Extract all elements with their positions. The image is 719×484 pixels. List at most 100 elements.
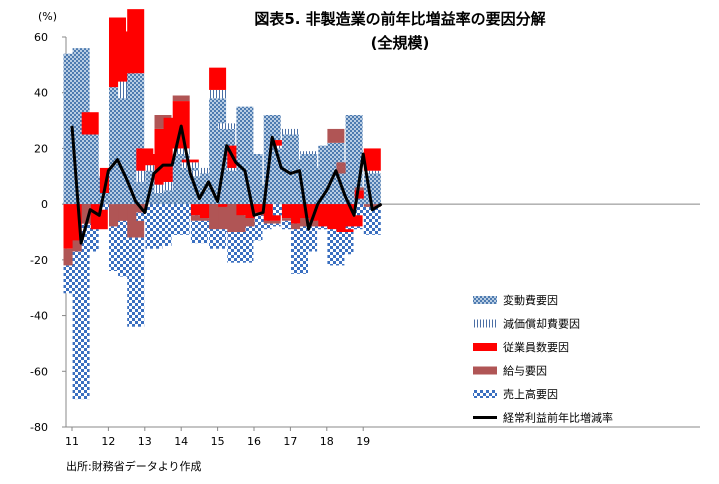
bar-uriage (127, 237, 145, 327)
y-tick-label: 0 (41, 198, 48, 211)
line-point (244, 170, 246, 172)
legend-label-genka: 減価償却費要因 (503, 317, 580, 331)
y-tick-label: 60 (34, 31, 48, 44)
bar-kyuyo (336, 162, 354, 174)
x-tick-label: 15 (211, 435, 225, 448)
legend-swatch-genka (473, 319, 497, 328)
y-tick-label: -40 (30, 310, 48, 323)
bar-genka (281, 128, 299, 135)
bar-genka (154, 184, 172, 193)
bar-genka (172, 148, 190, 154)
bar-kyuyo (309, 220, 327, 227)
legend-label-kyuyo: 給与要因 (503, 364, 547, 378)
bar-kyuyo (245, 218, 263, 227)
bar-jugyoin (81, 112, 99, 135)
bar-uriage (354, 204, 372, 216)
bar-hendo (354, 198, 372, 205)
bar-kyuyo (291, 223, 308, 230)
line-point (171, 164, 173, 166)
x-tick-label: 18 (320, 435, 334, 448)
line-point (198, 197, 200, 200)
bar-uriage (200, 220, 217, 232)
bar-uriage (363, 206, 381, 235)
legend-label-jugyoin: 従業員数要因 (503, 341, 569, 354)
line-point (217, 200, 219, 202)
legend-swatch-hendo (473, 296, 497, 304)
line-point (126, 178, 128, 180)
bar-kyuyo (200, 218, 217, 221)
bar-jugyoin (218, 204, 236, 207)
y-tick-label: 20 (34, 142, 48, 155)
bar-uriage (136, 212, 154, 221)
x-tick-label: 11 (65, 435, 79, 448)
line-point (362, 153, 364, 155)
bar-uriage (245, 226, 263, 241)
bar-genka (181, 162, 199, 168)
line-point (135, 200, 137, 202)
bar-genka (300, 151, 318, 154)
source-note: 出所:財務省データより作成 (66, 460, 202, 473)
bar-hendo (154, 193, 172, 205)
bar-kyuyo (281, 218, 299, 221)
bar-kyuyo (72, 240, 90, 252)
bar-genka (218, 123, 236, 129)
bar-kyuyo (327, 128, 345, 143)
x-tick-label: 19 (356, 435, 370, 448)
bar-genka (272, 145, 290, 149)
line-point (280, 167, 282, 169)
bar-genka (200, 167, 217, 174)
bar-jugyoin (272, 140, 290, 146)
bar-kyuyo (354, 187, 372, 191)
bar-kyuyo (172, 95, 190, 102)
x-tick-label: 16 (247, 435, 261, 448)
legend-label-line: 経常利益前年比増減率 (503, 411, 613, 425)
chart-title: 図表5. 非製造業の前年比増益率の要因分解 (254, 10, 546, 28)
legend-label-uriage: 売上高要因 (503, 387, 558, 401)
bar-genka (209, 89, 227, 99)
y-tick-label: 40 (34, 87, 48, 100)
x-tick-label: 13 (138, 435, 152, 448)
chart-subtitle: (全規模) (370, 34, 430, 52)
bar-uriage (272, 204, 290, 216)
line-point (371, 209, 373, 211)
legend-label-hendo: 変動費要因 (503, 293, 558, 307)
bar-hendo (99, 193, 117, 205)
line-point (226, 145, 228, 147)
bar-uriage (263, 223, 281, 227)
line-point (262, 211, 264, 214)
line-point (298, 170, 301, 172)
bar-jugyoin (363, 148, 381, 171)
bar-kyuyo (190, 215, 208, 221)
line-point (335, 170, 337, 172)
bar-uriage (218, 229, 236, 232)
bar-genka (163, 181, 181, 191)
line-point (144, 211, 146, 214)
bar-kyuyo (263, 220, 281, 224)
bar-jugyoin (181, 159, 199, 163)
bar-uriage (72, 251, 90, 400)
y-tick-label: -20 (30, 254, 48, 267)
line-point (107, 170, 109, 172)
line-point (235, 161, 237, 163)
line-point (80, 242, 82, 244)
line-point (98, 214, 100, 216)
legend-swatch-kyuyo (473, 366, 497, 375)
bar-uriage (281, 220, 299, 230)
bar-uriage (309, 226, 327, 230)
line-point (353, 214, 355, 216)
line-point (71, 125, 73, 127)
x-tick-label: 17 (283, 435, 297, 448)
line-point (153, 172, 155, 175)
bar-genka (190, 170, 208, 177)
bar-uriage (318, 226, 336, 230)
line-point (253, 214, 255, 216)
line-point (326, 189, 328, 191)
bar-jugyoin (354, 190, 372, 199)
bar-jugyoin (190, 204, 208, 216)
legend-swatch-uriage (473, 390, 497, 398)
line-point (317, 203, 319, 205)
x-tick-label: 12 (101, 435, 115, 448)
line-point (162, 164, 164, 166)
bar-jugyoin (145, 154, 163, 166)
